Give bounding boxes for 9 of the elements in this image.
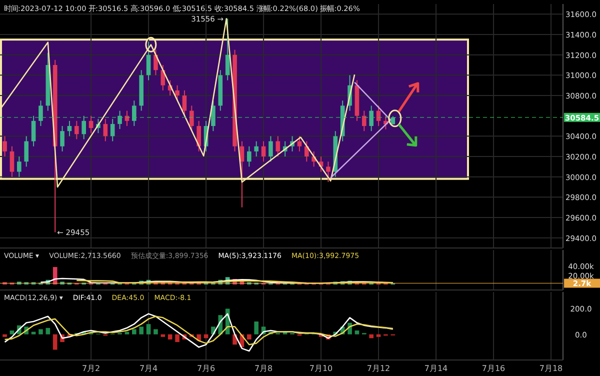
x-tick-label: 7月6 [196,364,216,373]
x-tick-label: 7月4 [139,364,158,373]
x-tick-label: 7月2 [82,364,100,373]
x-tick-label: 7月18 [539,364,563,373]
x-tick-label: 7月10 [309,364,333,373]
x-tick-label: 7月14 [424,364,448,373]
x-tick-label: 7月16 [482,364,506,373]
x-tick-label: 7月12 [366,364,390,373]
x-tick-label: 7月8 [254,364,273,373]
